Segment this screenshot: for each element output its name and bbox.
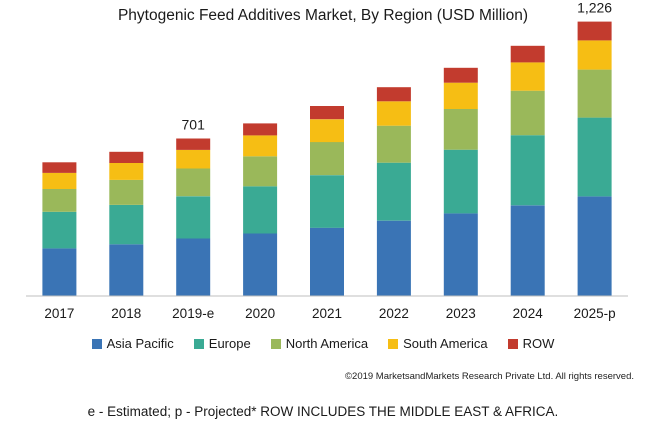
bar-north-america-2022 — [376, 125, 411, 163]
bar-north-america-2019-e — [176, 168, 211, 197]
bar-asia-pacific-2025-p — [577, 196, 612, 296]
bar-row-2018 — [109, 151, 144, 163]
bar-row-2022 — [376, 87, 411, 102]
bar-south-america-2020 — [243, 135, 278, 157]
legend-item: ROW — [507, 336, 555, 351]
x-tick-label: 2020 — [245, 306, 275, 321]
bar-asia-pacific-2024 — [510, 205, 545, 296]
x-tick-label: 2021 — [312, 306, 342, 321]
legend-swatch — [507, 338, 518, 349]
bar-asia-pacific-2018 — [109, 244, 144, 296]
bar-asia-pacific-2017 — [42, 248, 77, 296]
footnote: e - Estimated; p - Projected* ROW INCLUD… — [87, 404, 559, 419]
x-tick-label: 2017 — [44, 306, 74, 321]
bar-row-2020 — [243, 123, 278, 136]
bar-europe-2018 — [109, 205, 144, 245]
data-label-total: 1,226 — [577, 0, 612, 16]
bar-row-2024 — [510, 45, 545, 63]
bar-asia-pacific-2022 — [376, 220, 411, 296]
data-label-total: 701 — [182, 117, 206, 133]
x-tick-label: 2018 — [111, 306, 141, 321]
bar-row-2025-p — [577, 21, 612, 41]
x-tick-label: 2025-p — [574, 306, 616, 321]
legend-swatch — [388, 338, 399, 349]
bar-row-2017 — [42, 162, 77, 173]
bar-asia-pacific-2020 — [243, 233, 278, 296]
bar-europe-2024 — [510, 135, 545, 206]
bar-asia-pacific-2019-e — [176, 238, 211, 296]
bar-europe-2021 — [310, 175, 344, 228]
legend-item: Europe — [193, 336, 251, 351]
bar-south-america-2017 — [42, 172, 77, 189]
legend-label: Europe — [208, 336, 251, 351]
legend-item: North America — [270, 336, 369, 351]
bar-south-america-2022 — [376, 101, 411, 126]
bar-europe-2022 — [376, 162, 411, 221]
legend-item: Asia Pacific — [91, 336, 174, 351]
bar-europe-2023 — [443, 149, 478, 214]
bar-europe-2025-p — [577, 117, 612, 197]
legend-label: North America — [285, 336, 369, 351]
x-tick-label: 2019-e — [172, 306, 214, 321]
chart-title: Phytogenic Feed Additives Market, By Reg… — [117, 7, 529, 24]
bar-south-america-2019-e — [176, 149, 211, 169]
bar-europe-2019-e — [176, 196, 211, 239]
bar-asia-pacific-2021 — [310, 227, 344, 296]
copyright-text: ©2019 MarketsandMarkets Research Private… — [345, 371, 634, 382]
bar-north-america-2024 — [510, 90, 545, 136]
chart-legend: Asia Pacific Europe North America South Ame… — [0, 336, 646, 351]
x-tick-label: 2023 — [446, 306, 476, 321]
bar-south-america-2024 — [510, 62, 545, 91]
bar-north-america-2025-p — [577, 69, 612, 118]
bar-row-2019-e — [176, 138, 211, 150]
bar-north-america-2023 — [443, 108, 478, 150]
legend-swatch — [91, 338, 102, 349]
bar-europe-2020 — [243, 186, 278, 234]
bar-south-america-2023 — [443, 82, 478, 109]
bar-north-america-2017 — [42, 189, 77, 212]
bar-north-america-2021 — [310, 142, 344, 176]
bar-south-america-2021 — [310, 119, 344, 143]
legend-label: ROW — [522, 336, 555, 351]
x-tick-label: 2024 — [513, 306, 544, 321]
bar-asia-pacific-2023 — [443, 213, 478, 296]
bar-south-america-2018 — [109, 162, 144, 180]
bar-row-2023 — [443, 67, 478, 83]
legend-label: Asia Pacific — [106, 336, 174, 351]
bar-south-america-2025-p — [577, 40, 612, 70]
x-tick-label: 2022 — [379, 306, 409, 321]
bar-north-america-2020 — [243, 156, 278, 187]
bar-row-2021 — [310, 106, 344, 120]
stacked-bar-chart: 2017 2018 2019-e 2020 2021 2022 2023 2024 2025-p… — [26, 0, 628, 321]
legend-label: South America — [403, 336, 488, 351]
bar-europe-2017 — [42, 211, 77, 249]
legend-swatch — [193, 338, 204, 349]
bar-north-america-2018 — [109, 179, 144, 205]
legend-swatch — [270, 338, 281, 349]
legend-item: South America — [388, 336, 488, 351]
